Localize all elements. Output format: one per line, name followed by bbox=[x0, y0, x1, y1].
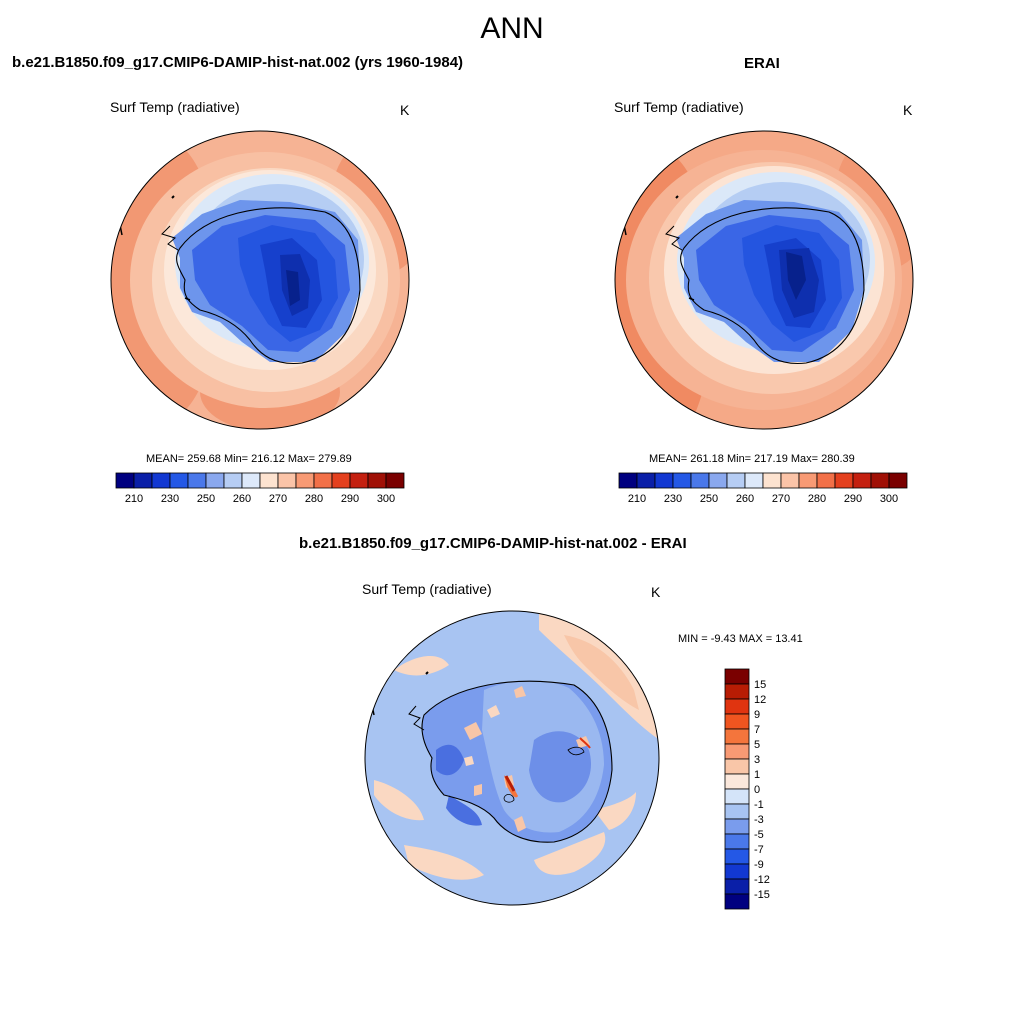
diff-colorbar-swatch bbox=[724, 848, 750, 865]
model-colorbar-tick-label: 300 bbox=[377, 493, 395, 505]
model-stats: MEAN= 259.68 Min= 216.12 Max= 279.89 bbox=[146, 453, 352, 465]
model-colorbar-swatch bbox=[115, 472, 135, 489]
diff-colorbar-swatch bbox=[724, 893, 750, 910]
model-colorbar-swatch bbox=[169, 472, 189, 489]
diff-panel-title: b.e21.B1850.f09_g17.CMIP6-DAMIP-hist-nat… bbox=[299, 535, 687, 552]
model-colorbar-swatch bbox=[277, 472, 297, 489]
diff-units-label: K bbox=[651, 584, 661, 600]
model-colorbar-tick-label: 280 bbox=[305, 493, 323, 505]
obs-units-label: K bbox=[903, 102, 913, 118]
obs-colorbar-swatch bbox=[726, 472, 746, 489]
diff-colorbar-tick-label: 9 bbox=[754, 709, 760, 721]
model-colorbar-tick-label: 230 bbox=[161, 493, 179, 505]
model-colorbar-swatch bbox=[187, 472, 207, 489]
model-colorbar-swatch bbox=[205, 472, 225, 489]
diff-colorbar-tick-label: -1 bbox=[754, 799, 764, 811]
diff-colorbar-tick-label: -3 bbox=[754, 814, 764, 826]
model-colorbar: 210 230 250 260 270 280 290 300 bbox=[115, 472, 405, 505]
diff-colorbar-tick-label: -7 bbox=[754, 844, 764, 856]
diff-colorbar-swatch bbox=[724, 773, 750, 790]
obs-colorbar-swatch bbox=[888, 472, 908, 489]
model-colorbar-tick-label: 210 bbox=[125, 493, 143, 505]
model-variable-label: Surf Temp (radiative) bbox=[110, 99, 240, 115]
obs-colorbar-tick-label: 300 bbox=[880, 493, 898, 505]
diff-colorbar-swatch bbox=[724, 818, 750, 835]
obs-colorbar-swatch bbox=[690, 472, 710, 489]
obs-colorbar-tick-label: 230 bbox=[664, 493, 682, 505]
obs-colorbar: 210 230 250 260 270 280 290 300 bbox=[618, 472, 908, 505]
diff-colorbar-tick-label: 3 bbox=[754, 754, 760, 766]
diff-colorbar-swatch bbox=[724, 713, 750, 730]
model-colorbar-swatch bbox=[133, 472, 153, 489]
model-colorbar-swatch bbox=[295, 472, 315, 489]
diff-colorbar-tick-label: -9 bbox=[754, 859, 764, 871]
diff-colorbar-swatch bbox=[724, 758, 750, 775]
diff-map bbox=[364, 610, 660, 906]
obs-colorbar-swatch bbox=[852, 472, 872, 489]
obs-panel-title: ERAI bbox=[744, 55, 780, 72]
obs-colorbar-swatch bbox=[798, 472, 818, 489]
obs-colorbar-swatch bbox=[636, 472, 656, 489]
obs-colorbar-tick-label: 280 bbox=[808, 493, 826, 505]
model-units-label: K bbox=[400, 102, 410, 118]
diff-colorbar-swatch bbox=[724, 833, 750, 850]
model-colorbar-swatch bbox=[367, 472, 387, 489]
model-colorbar-swatch bbox=[259, 472, 279, 489]
obs-colorbar-tick-label: 210 bbox=[628, 493, 646, 505]
diff-colorbar-swatch bbox=[724, 698, 750, 715]
model-map bbox=[110, 130, 410, 430]
diff-variable-label: Surf Temp (radiative) bbox=[362, 581, 492, 597]
figure-title: ANN bbox=[480, 12, 544, 45]
obs-colorbar-tick-label: 270 bbox=[772, 493, 790, 505]
obs-colorbar-swatch bbox=[762, 472, 782, 489]
obs-colorbar-swatch bbox=[816, 472, 836, 489]
model-colorbar-tick-label: 270 bbox=[269, 493, 287, 505]
model-colorbar-swatch bbox=[223, 472, 243, 489]
diff-colorbar-tick-label: -5 bbox=[754, 829, 764, 841]
obs-colorbar-swatch bbox=[834, 472, 854, 489]
model-colorbar-swatch bbox=[151, 472, 171, 489]
obs-colorbar-tick-label: 250 bbox=[700, 493, 718, 505]
obs-colorbar-swatch bbox=[870, 472, 890, 489]
diff-colorbar-tick-label: 0 bbox=[754, 784, 760, 796]
obs-colorbar-swatch bbox=[672, 472, 692, 489]
model-colorbar-tick-label: 290 bbox=[341, 493, 359, 505]
model-colorbar-tick-label: 250 bbox=[197, 493, 215, 505]
obs-colorbar-tick-label: 260 bbox=[736, 493, 754, 505]
diff-colorbar-swatch bbox=[724, 788, 750, 805]
diff-colorbar-tick-label: 12 bbox=[754, 694, 766, 706]
obs-colorbar-swatch bbox=[708, 472, 728, 489]
model-colorbar-swatch bbox=[385, 472, 405, 489]
diff-colorbar-swatch bbox=[724, 803, 750, 820]
obs-map bbox=[614, 130, 914, 430]
diff-colorbar-swatch bbox=[724, 668, 750, 685]
model-panel-title: b.e21.B1850.f09_g17.CMIP6-DAMIP-hist-nat… bbox=[12, 54, 464, 71]
model-colorbar-tick-label: 260 bbox=[233, 493, 251, 505]
diff-colorbar-tick-label: 5 bbox=[754, 739, 760, 751]
obs-colorbar-swatch bbox=[654, 472, 674, 489]
diff-colorbar-swatch bbox=[724, 863, 750, 880]
obs-stats: MEAN= 261.18 Min= 217.19 Max= 280.39 bbox=[649, 453, 855, 465]
diff-colorbar-swatch bbox=[724, 743, 750, 760]
diff-colorbar: 15 12 9 7 5 3 1 0 -1 -3 -5 -7 -9 -12 -15 bbox=[724, 668, 770, 910]
obs-variable-label: Surf Temp (radiative) bbox=[614, 99, 744, 115]
obs-colorbar-swatch bbox=[780, 472, 800, 489]
obs-colorbar-swatch bbox=[744, 472, 764, 489]
diff-colorbar-tick-label: -12 bbox=[754, 874, 770, 886]
diff-colorbar-tick-label: 7 bbox=[754, 724, 760, 736]
diff-colorbar-swatch bbox=[724, 728, 750, 745]
model-colorbar-swatch bbox=[241, 472, 261, 489]
diff-colorbar-tick-label: -15 bbox=[754, 889, 770, 901]
diff-stats: MIN = -9.43 MAX = 13.41 bbox=[678, 633, 803, 645]
diff-colorbar-swatch bbox=[724, 683, 750, 700]
diff-colorbar-swatch bbox=[724, 878, 750, 895]
diff-colorbar-tick-label: 1 bbox=[754, 769, 760, 781]
model-colorbar-swatch bbox=[349, 472, 369, 489]
diff-colorbar-tick-label: 15 bbox=[754, 679, 766, 691]
model-colorbar-swatch bbox=[331, 472, 351, 489]
obs-colorbar-tick-label: 290 bbox=[844, 493, 862, 505]
model-colorbar-swatch bbox=[313, 472, 333, 489]
obs-colorbar-swatch bbox=[618, 472, 638, 489]
